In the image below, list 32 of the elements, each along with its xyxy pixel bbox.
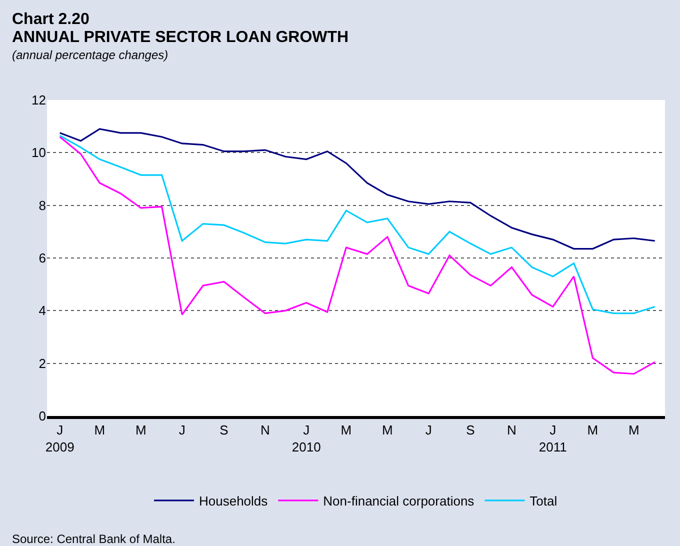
x-tick-label: J 2010: [292, 422, 321, 454]
x-tick-label: M: [382, 422, 393, 438]
x-tick-label: M: [628, 422, 640, 438]
y-tick-label: 4: [38, 303, 46, 318]
x-tick-label: M: [587, 422, 598, 438]
line-series: [59, 134, 656, 314]
y-tick-label: 6: [38, 250, 46, 266]
legend-label: Households: [199, 494, 268, 509]
x-tick-label: J: [425, 422, 432, 438]
legend-label: Total: [530, 494, 558, 509]
chart-title: Chart 2.20: [12, 11, 90, 28]
y-tick-label: 2: [38, 356, 46, 371]
x-tick-label: J 2009: [45, 422, 74, 454]
line-series: [59, 128, 656, 250]
x-tick-label: M: [340, 422, 352, 438]
y-tick-label: 10: [32, 145, 46, 160]
x-tick-label: J: [178, 422, 186, 438]
y-axis-title: (annual percentage changes): [12, 48, 168, 62]
x-tick-label: M: [135, 422, 146, 438]
y-tick-label: 12: [32, 92, 46, 108]
x-tick-label: N: [260, 422, 270, 438]
x-tick-label: M: [94, 422, 106, 438]
source-note: Source: Central Bank of Malta.: [12, 532, 176, 546]
y-tick-label: 0: [38, 408, 46, 424]
line-series: [59, 136, 656, 375]
x-tick-label: N: [506, 422, 516, 438]
legend-label: Non-financial corporations: [323, 494, 475, 509]
y-tick-label: 8: [38, 198, 46, 213]
x-tick-label: S: [220, 422, 229, 438]
x-tick-label: J 2011: [538, 422, 567, 454]
chart-subtitle: ANNUAL PRIVATE SECTOR LOAN GROWTH: [12, 29, 349, 46]
x-tick-label: S: [466, 422, 476, 438]
